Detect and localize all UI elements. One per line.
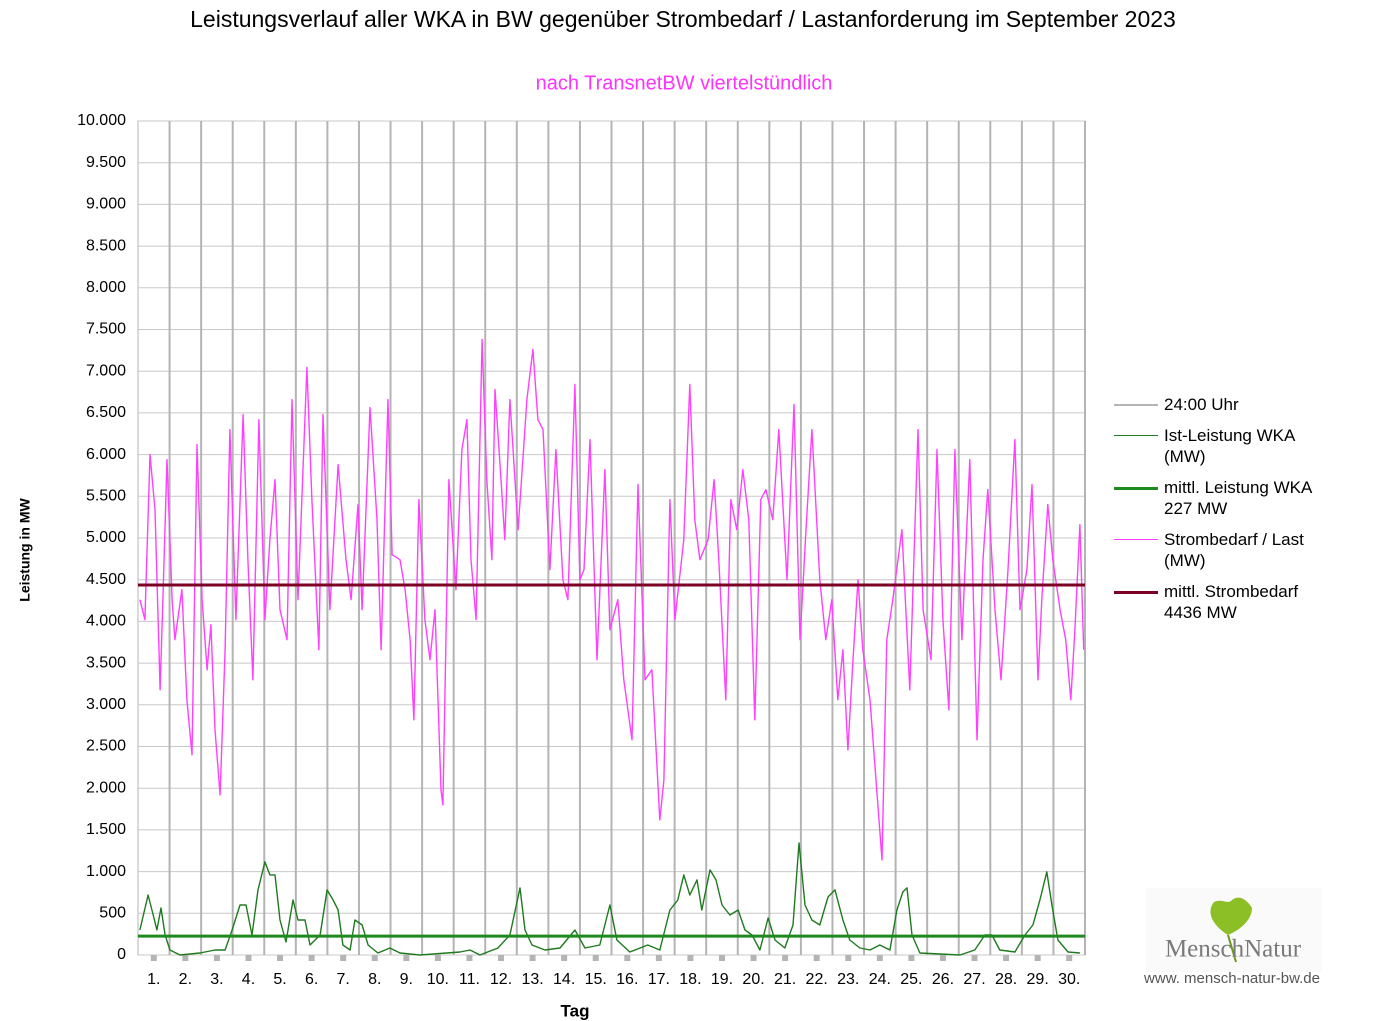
- x-tick-label: 24.: [869, 971, 891, 988]
- x-tick-label: 3.: [210, 971, 223, 988]
- x-tick-label: 1.: [147, 971, 160, 988]
- x-tick-label: 29.: [1027, 971, 1049, 988]
- x-axis-label: Tag: [561, 1001, 590, 1020]
- legend-label: Strombedarf / Last (MW): [1164, 530, 1304, 570]
- logo-leaf: [1210, 897, 1252, 935]
- y-tick-label: 4.500: [86, 571, 126, 588]
- y-tick-label: 6.000: [86, 446, 126, 463]
- x-tick-label: 10.: [427, 971, 449, 988]
- logo-stem: [1227, 934, 1237, 963]
- x-tick-label: 6.: [305, 971, 318, 988]
- x-tick-label: 30.: [1058, 971, 1080, 988]
- legend-item: mittl. Strombedarf 4436 MW: [1114, 581, 1320, 623]
- x-tick-label: 8.: [368, 971, 381, 988]
- y-tick-label: 2.500: [86, 738, 126, 755]
- legend-item: Strombedarf / Last (MW): [1114, 529, 1320, 571]
- x-tick-label: 17.: [648, 971, 670, 988]
- x-tick-label: 26.: [932, 971, 954, 988]
- data-line: [139, 338, 1085, 861]
- x-tick-label: 21.: [774, 971, 796, 988]
- x-tick-label: 15.: [585, 971, 607, 988]
- x-tick-label: 14.: [553, 971, 575, 988]
- y-tick-label: 6.500: [86, 404, 126, 421]
- y-tick-label: 5.000: [86, 529, 126, 546]
- legend-item: mittl. Leistung WKA 227 MW: [1114, 477, 1320, 519]
- legend-item: 24:00 Uhr: [1114, 394, 1320, 415]
- legend-label: mittl. Strombedarf 4436 MW: [1164, 582, 1299, 622]
- chart-title: Leistungsverlauf aller WKA in BW gegenüb…: [190, 6, 1176, 32]
- legend-swatch: [1114, 591, 1158, 594]
- x-tick-label: 11.: [459, 971, 480, 988]
- y-tick-label: 8.500: [86, 237, 126, 254]
- y-axis-label: Leistung in MW: [17, 498, 33, 602]
- y-tick-label: 8.000: [86, 279, 126, 296]
- x-tick-label: 2.: [179, 971, 192, 988]
- chart-subtitle: nach TransnetBW viertelstündlich: [536, 72, 833, 94]
- x-tick-label: 22.: [806, 971, 828, 988]
- x-tick-label: 16.: [616, 971, 638, 988]
- y-tick-label: 7.000: [86, 362, 126, 379]
- legend-item: Ist-Leistung WKA (MW): [1114, 425, 1320, 467]
- y-tick-label: 0: [117, 946, 126, 963]
- x-tick-label: 20.: [742, 971, 764, 988]
- x-tick-label: 13.: [521, 971, 543, 988]
- y-tick-label: 1.000: [86, 863, 126, 880]
- legend-swatch: [1114, 404, 1158, 406]
- y-tick-label: 500: [99, 905, 126, 922]
- x-tick-label: 25.: [900, 971, 922, 988]
- legend-label: mittl. Leistung WKA 227 MW: [1164, 478, 1312, 518]
- y-tick-label: 3.500: [86, 654, 126, 671]
- legend-swatch: [1114, 539, 1158, 540]
- x-tick-label: 27.: [963, 971, 985, 988]
- x-tick-label: 9.: [400, 971, 413, 988]
- legend-swatch: [1114, 487, 1158, 490]
- y-tick-label: 7.500: [86, 321, 126, 338]
- logo-url: www. mensch-natur-bw.de: [1143, 970, 1320, 987]
- x-tick-label: 18.: [679, 971, 701, 988]
- legend-label: Ist-Leistung WKA (MW): [1164, 426, 1295, 466]
- y-tick-label: 5.500: [86, 488, 126, 505]
- x-tick-label: 4.: [242, 971, 255, 988]
- y-tick-label: 9.500: [86, 154, 126, 171]
- x-tick-label: 12.: [490, 971, 512, 988]
- y-tick-label: 3.000: [86, 696, 126, 713]
- x-tick-label: 19.: [711, 971, 733, 988]
- x-tick-label: 28.: [995, 971, 1017, 988]
- x-tick-label: 7.: [337, 971, 350, 988]
- y-tick-label: 2.000: [86, 779, 126, 796]
- y-tick-label: 4.000: [86, 613, 126, 630]
- x-tick-label: 5.: [273, 971, 286, 988]
- y-tick-label: 10.000: [77, 112, 126, 129]
- legend: 24:00 Uhr Ist-Leistung WKA (MW) mittl. Lei…: [1114, 394, 1320, 633]
- data-line: [139, 842, 1080, 956]
- legend-label: 24:00 Uhr: [1164, 395, 1239, 414]
- y-tick-label: 1.500: [86, 821, 126, 838]
- x-tick-label: 23.: [837, 971, 859, 988]
- y-tick-label: 9.000: [86, 196, 126, 213]
- legend-swatch: [1114, 435, 1158, 436]
- logo-text: MenschNatur: [1165, 936, 1302, 963]
